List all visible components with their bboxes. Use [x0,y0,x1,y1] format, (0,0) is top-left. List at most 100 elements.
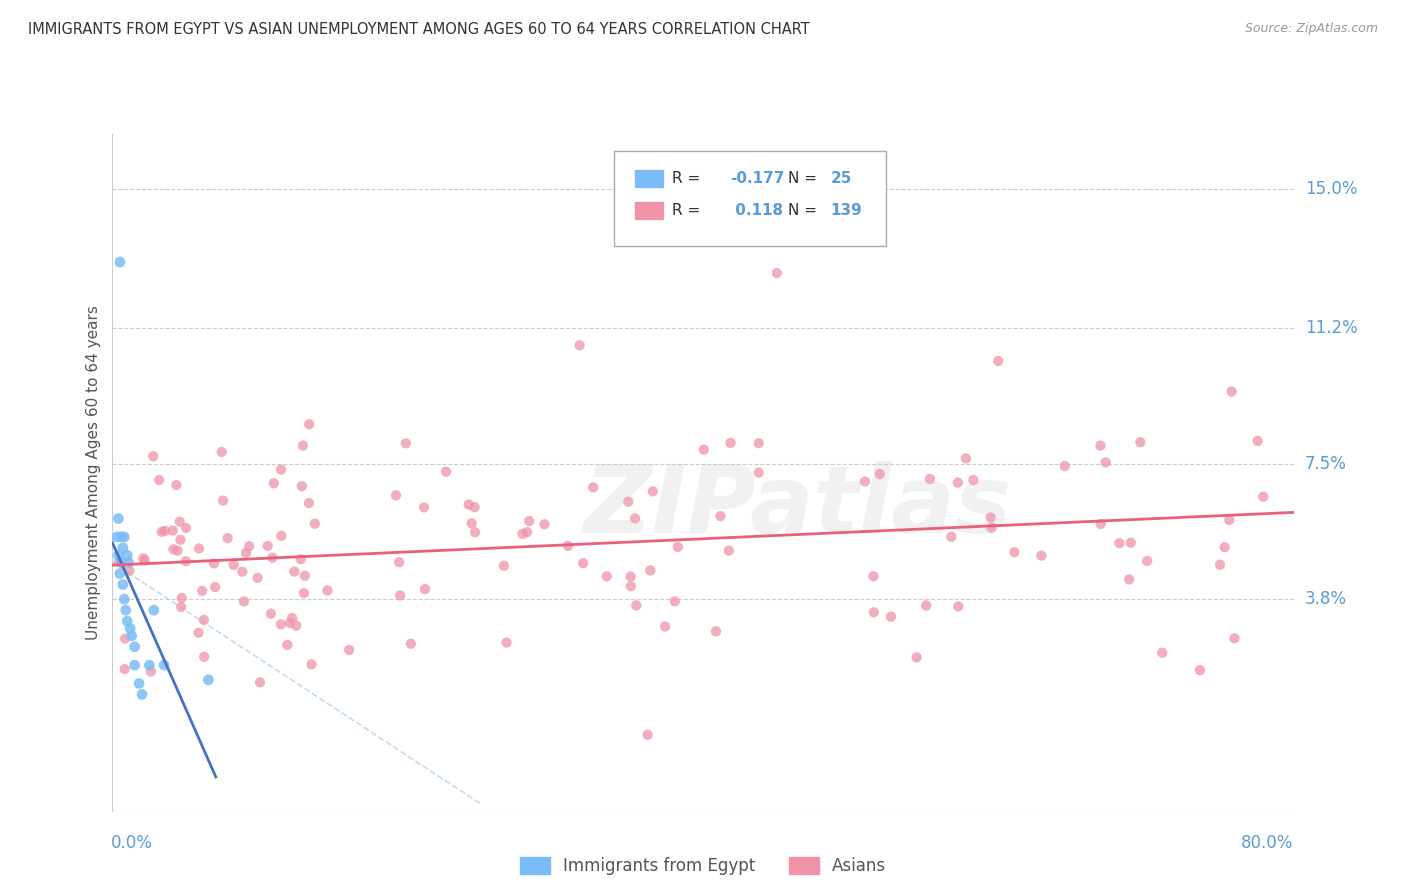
FancyBboxPatch shape [634,169,664,188]
Point [664,594,686,608]
Point [853,475,876,489]
Text: N =: N = [787,171,823,186]
Point [112,592,135,607]
Point [270,529,292,543]
Text: 80.0%: 80.0% [1241,834,1294,852]
Point [388,555,411,569]
Point [464,500,486,515]
Point [512,526,534,541]
Point [492,558,515,573]
Point [617,494,640,508]
Point [395,436,418,450]
Point [596,569,619,583]
Point [1152,646,1174,660]
Point [118,564,141,578]
Y-axis label: Unemployment Among Ages 60 to 64 years: Unemployment Among Ages 60 to 64 years [86,305,101,640]
Point [1129,435,1152,450]
Text: 25: 25 [831,171,852,186]
Point [294,568,316,582]
Point [107,511,129,525]
Point [134,553,156,567]
Point [291,479,314,493]
Point [301,657,323,672]
Point [693,442,716,457]
Point [188,541,211,556]
Point [202,557,225,571]
Point [107,555,129,569]
Point [231,565,253,579]
Point [637,728,659,742]
Point [270,617,292,632]
Point [204,580,226,594]
Point [114,632,136,646]
Point [941,530,963,544]
Point [399,637,422,651]
Point [108,566,131,581]
Point [232,594,254,608]
Point [389,589,412,603]
Point [153,524,176,538]
Point [704,624,727,639]
Point [139,665,162,679]
Point [291,439,314,453]
Point [1031,549,1053,563]
Point [165,478,187,492]
Point [120,622,142,636]
Point [1002,545,1025,559]
Point [110,530,132,544]
Point [962,473,984,487]
FancyBboxPatch shape [634,201,664,220]
Point [626,599,648,613]
Text: R =: R = [672,202,706,218]
Point [128,676,150,690]
Point [108,255,131,269]
Point [256,539,278,553]
Point [1218,513,1240,527]
Point [1108,536,1130,550]
Point [187,625,209,640]
Text: ZIPatlas: ZIPatlas [583,460,1011,553]
Point [276,638,298,652]
Point [640,563,662,577]
Text: Source: ZipAtlas.com: Source: ZipAtlas.com [1244,22,1378,36]
Point [620,569,643,583]
Point [110,556,132,570]
Point [148,473,170,487]
Point [211,445,233,459]
Point [118,556,141,570]
Point [249,675,271,690]
Text: 11.2%: 11.2% [1305,319,1357,337]
Point [298,496,321,510]
Point [246,571,269,585]
Point [517,514,540,528]
Point [292,586,315,600]
Point [1090,439,1112,453]
Point [413,582,436,596]
Point [262,550,284,565]
Point [709,509,731,524]
Point [464,525,486,540]
Point [1053,459,1076,474]
Point [174,521,197,535]
Text: 3.8%: 3.8% [1305,591,1347,608]
Point [946,475,969,490]
Point [298,417,321,432]
Point [666,540,689,554]
Point [461,516,484,531]
Point [1220,384,1243,399]
Point [111,541,134,555]
FancyBboxPatch shape [614,151,886,245]
Point [124,658,146,673]
Point [107,548,129,562]
Point [174,554,197,568]
Point [385,488,408,502]
Point [457,498,479,512]
Point [191,583,214,598]
Text: N =: N = [787,202,823,218]
Point [169,533,191,547]
Point [582,480,605,494]
Point [166,543,188,558]
Point [516,525,538,540]
Point [955,451,977,466]
Point [748,466,770,480]
